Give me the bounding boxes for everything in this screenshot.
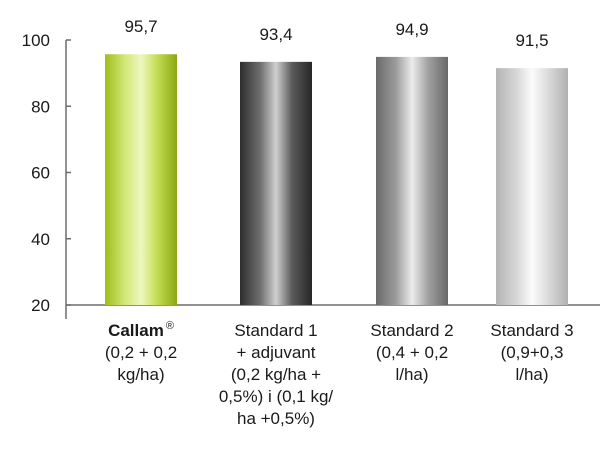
category-label-2-line-4: 0,5%) i (0,1 kg/ bbox=[219, 387, 334, 406]
y-tick-label: 80 bbox=[31, 97, 50, 116]
data-label-3: 94,9 bbox=[395, 20, 428, 39]
bar-4 bbox=[496, 68, 568, 305]
category-label-4-line-3: l/ha) bbox=[515, 365, 548, 384]
y-tick-label: 60 bbox=[31, 164, 50, 183]
category-label-4-line-2: (0,9+0,3 bbox=[501, 343, 564, 362]
bars bbox=[105, 54, 568, 306]
category-label-3-line-2: (0,4 + 0,2 bbox=[376, 343, 448, 362]
data-label-2: 93,4 bbox=[259, 25, 292, 44]
category-label-2-line-5: ha +0,5%) bbox=[237, 409, 315, 428]
category-label-4-line-1: Standard 3 bbox=[490, 321, 573, 340]
bar-2 bbox=[240, 61, 312, 305]
category-label-3-line-3: l/ha) bbox=[395, 365, 428, 384]
y-tick-label: 40 bbox=[31, 230, 50, 249]
category-label-2-line-2: + adjuvant bbox=[237, 343, 316, 362]
category-label-1-line-3: kg/ha) bbox=[117, 365, 164, 384]
y-tick-label: 100 bbox=[22, 31, 50, 50]
data-label-1: 95,7 bbox=[124, 17, 157, 36]
category-label-1-line-2: (0,2 + 0,2 bbox=[105, 343, 177, 362]
category-label-3-line-1: Standard 2 bbox=[370, 321, 453, 340]
category-label-2-line-1: Standard 1 bbox=[234, 321, 317, 340]
bar-1 bbox=[105, 54, 177, 306]
bar-3 bbox=[376, 56, 448, 305]
data-label-4: 91,5 bbox=[515, 31, 548, 50]
category-label-2-line-3: (0,2 kg/ha + bbox=[231, 365, 321, 384]
y-tick-label: 20 bbox=[31, 296, 50, 315]
labels: 95,7 Callam ® (0,2 + 0,2 kg/ha) 93,4 Standard … bbox=[105, 17, 574, 428]
category-label-1-line-1: Callam ® bbox=[108, 320, 174, 340]
